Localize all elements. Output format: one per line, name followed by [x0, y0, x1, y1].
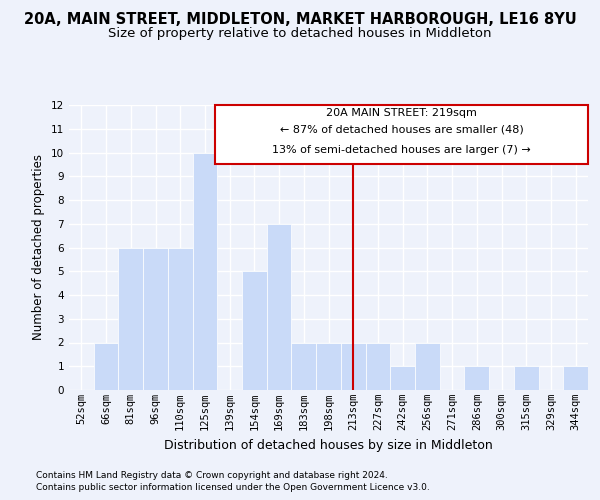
Bar: [415, 342, 440, 390]
Text: 20A MAIN STREET: 219sqm: 20A MAIN STREET: 219sqm: [326, 108, 477, 118]
Bar: [193, 152, 217, 390]
Bar: [514, 366, 539, 390]
FancyBboxPatch shape: [215, 105, 588, 164]
Bar: [118, 248, 143, 390]
Bar: [563, 366, 588, 390]
Bar: [365, 342, 390, 390]
Text: 20A, MAIN STREET, MIDDLETON, MARKET HARBOROUGH, LE16 8YU: 20A, MAIN STREET, MIDDLETON, MARKET HARB…: [23, 12, 577, 28]
X-axis label: Distribution of detached houses by size in Middleton: Distribution of detached houses by size …: [164, 438, 493, 452]
Text: Size of property relative to detached houses in Middleton: Size of property relative to detached ho…: [108, 28, 492, 40]
Text: 13% of semi-detached houses are larger (7) →: 13% of semi-detached houses are larger (…: [272, 145, 531, 155]
Bar: [316, 342, 341, 390]
Bar: [390, 366, 415, 390]
Bar: [341, 342, 365, 390]
Bar: [267, 224, 292, 390]
Bar: [242, 271, 267, 390]
Bar: [464, 366, 489, 390]
Bar: [143, 248, 168, 390]
Bar: [94, 342, 118, 390]
Text: Contains public sector information licensed under the Open Government Licence v3: Contains public sector information licen…: [36, 484, 430, 492]
Bar: [168, 248, 193, 390]
Text: Contains HM Land Registry data © Crown copyright and database right 2024.: Contains HM Land Registry data © Crown c…: [36, 471, 388, 480]
Y-axis label: Number of detached properties: Number of detached properties: [32, 154, 46, 340]
Text: ← 87% of detached houses are smaller (48): ← 87% of detached houses are smaller (48…: [280, 125, 523, 135]
Bar: [292, 342, 316, 390]
